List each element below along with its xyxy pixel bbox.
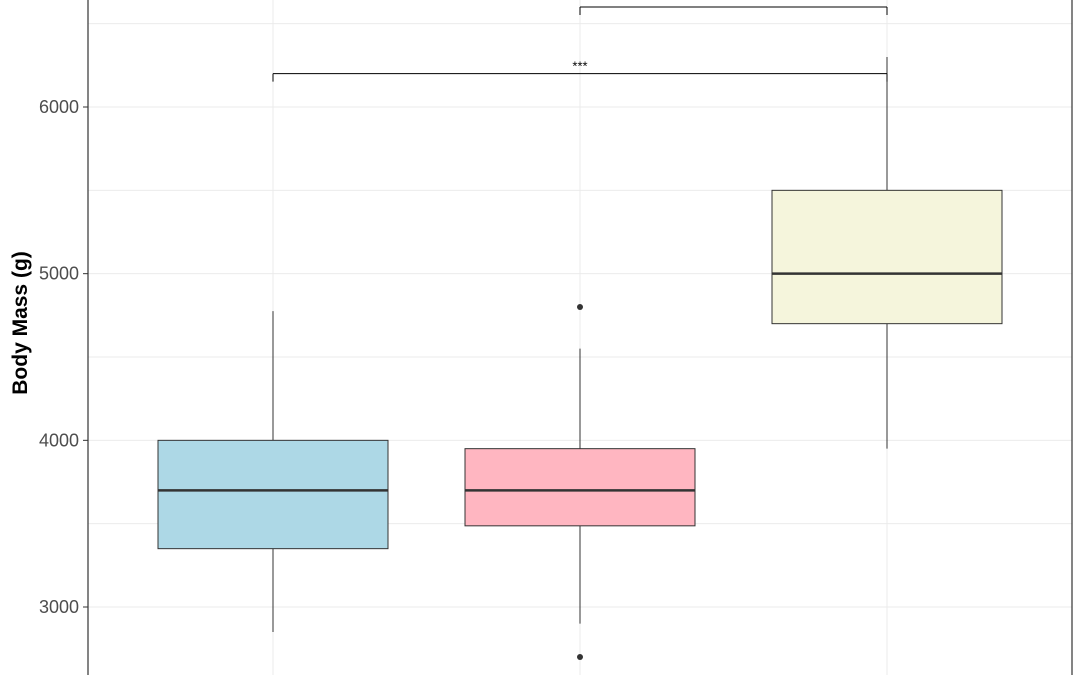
y-axis-title: Body Mass (g) [9, 251, 32, 395]
outlier-point [577, 304, 583, 310]
y-tick-label: 6000 [39, 97, 79, 117]
outlier-point [577, 654, 583, 660]
y-tick-label: 4000 [39, 430, 79, 450]
significance-brackets: *** [272, 6, 888, 82]
y-tick-label: 5000 [39, 264, 79, 284]
significance-label: *** [572, 59, 587, 74]
box [464, 448, 696, 527]
box [771, 189, 1003, 325]
y-axis: 3000 4000 5000 6000 [39, 0, 1073, 675]
y-tick-label: 3000 [39, 597, 79, 617]
box [157, 439, 389, 550]
box-plot-series [157, 57, 1003, 660]
